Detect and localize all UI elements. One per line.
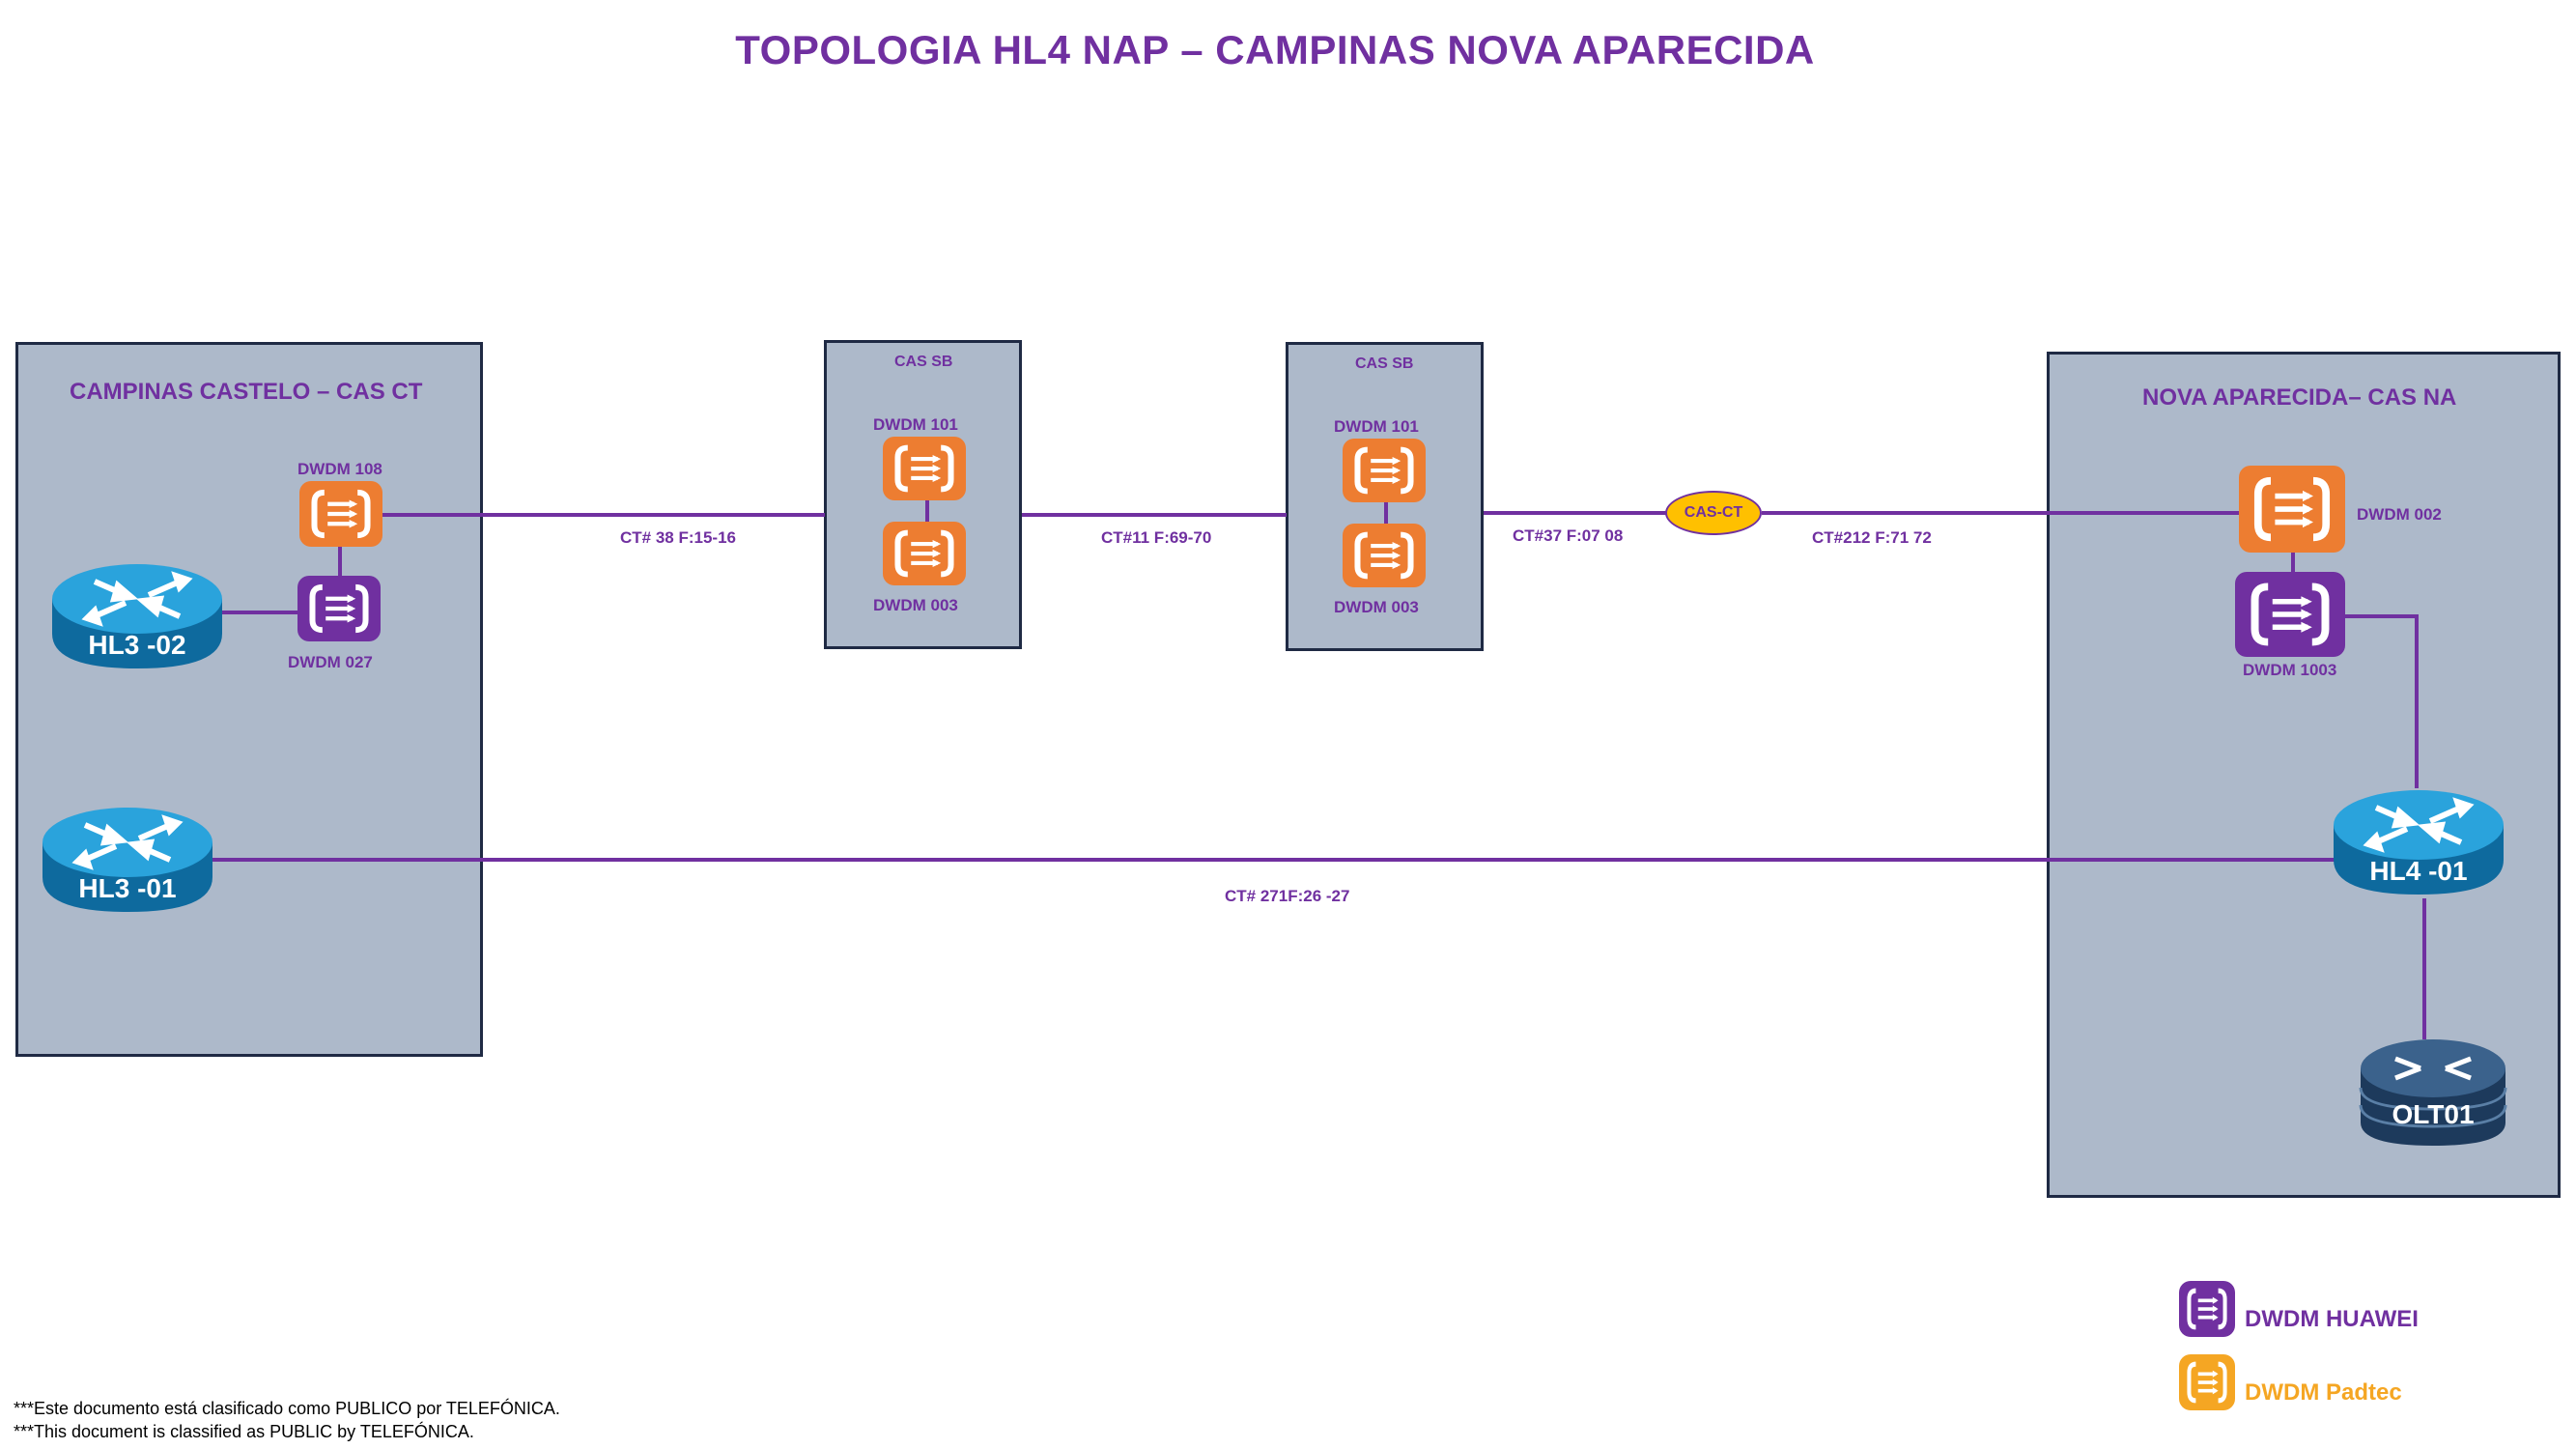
link-ct38: [375, 513, 825, 517]
router-icon: HL3 -02: [48, 558, 226, 672]
device-label-dwdm-108: DWDM 108: [297, 460, 382, 478]
router-label-hl3-02: HL3 -02: [88, 630, 186, 660]
device-label-dwdm-027: DWDM 027: [288, 653, 373, 671]
device-label-sb1-dwdm-101: DWDM 101: [873, 415, 958, 434]
router-icon: HL3 -01: [39, 802, 216, 916]
device-label-sb2-dwdm-003: DWDM 003: [1334, 598, 1419, 616]
link-ct271: [212, 858, 2343, 862]
link-sb2-101-003: [1384, 498, 1388, 527]
link-label-ct11: CT#11 F:69-70: [1101, 528, 1212, 547]
cas-ct-node: CAS-CT: [1665, 491, 1762, 535]
router-label-olt01: OLT01: [2392, 1099, 2475, 1129]
link-ct212: [1762, 511, 2247, 515]
dwdm-mux-icon: [2179, 1281, 2235, 1337]
legend-label-padtec: DWDM Padtec: [2245, 1379, 2402, 1406]
link-ct11: [1022, 513, 1287, 517]
dwdm-mux-icon: [299, 481, 382, 547]
dwdm-mux-icon: [2239, 466, 2345, 553]
link-label-ct271: CT# 271F:26 -27: [1225, 887, 1350, 905]
footer-classification-en: ***This document is classified as PUBLIC…: [14, 1422, 474, 1441]
link-na-1003-hl4-h: [2345, 614, 2419, 618]
dwdm-mux-icon: [883, 522, 966, 585]
router-label-hl4-01: HL4 -01: [2369, 856, 2468, 886]
footer-classification-es: ***Este documento está clasificado como …: [14, 1399, 560, 1418]
device-label-sb1-dwdm-003: DWDM 003: [873, 596, 958, 614]
link-label-ct212: CT#212 F:71 72: [1812, 528, 1932, 547]
link-label-ct38: CT# 38 F:15-16: [620, 528, 736, 547]
site-label-nova-aparecida: NOVA APARECIDA– CAS NA: [2142, 384, 2457, 411]
link-hl4-olt: [2422, 898, 2426, 1039]
cas-ct-node-label: CAS-CT: [1684, 504, 1743, 521]
dwdm-mux-icon: [2179, 1354, 2235, 1410]
link-ct108-027: [338, 545, 342, 580]
dwdm-mux-icon: [883, 437, 966, 500]
router-icon: HL4 -01: [2330, 784, 2507, 898]
olt-switch-icon: OLT01: [2357, 1036, 2509, 1148]
site-label-campinas: CAMPINAS CASTELO – CAS CT: [70, 379, 423, 405]
router-label-hl3-01: HL3 -01: [78, 873, 177, 903]
device-label-na-dwdm-1003: DWDM 1003: [2243, 661, 2337, 679]
device-label-sb2-dwdm-101: DWDM 101: [1334, 417, 1419, 436]
link-na-1003-hl4-v: [2415, 614, 2419, 788]
dwdm-mux-icon: [1343, 524, 1426, 587]
link-sb1-101-003: [925, 497, 929, 526]
link-na-002-1003: [2291, 551, 2295, 574]
link-label-ct37: CT#37 F:07 08: [1513, 526, 1624, 545]
dwdm-mux-icon: [297, 576, 381, 641]
site-box-campinas: [15, 342, 483, 1057]
device-label-na-dwdm-002: DWDM 002: [2357, 505, 2442, 524]
link-hl3-02-dwdm027: [220, 611, 297, 614]
legend-label-huawei: DWDM HUAWEI: [2245, 1306, 2419, 1332]
page-title: TOPOLOGIA HL4 NAP – CAMPINAS NOVA APAREC…: [735, 27, 1815, 72]
dwdm-mux-icon: [1343, 439, 1426, 502]
site-label-cas-sb-2: CAS SB: [1355, 355, 1414, 372]
site-label-cas-sb-1: CAS SB: [894, 354, 953, 370]
link-ct37: [1484, 511, 1667, 515]
dwdm-mux-icon: [2235, 572, 2345, 657]
